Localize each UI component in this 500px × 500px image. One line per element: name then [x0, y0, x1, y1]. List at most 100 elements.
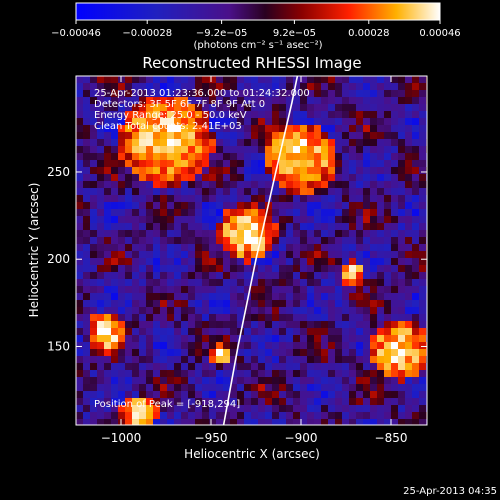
heatmap-cell — [97, 307, 104, 314]
heatmap-cell — [153, 342, 160, 349]
heatmap-cell — [300, 83, 307, 90]
heatmap-cell — [279, 209, 286, 216]
heatmap-cell — [272, 279, 279, 286]
heatmap-cell — [328, 139, 335, 146]
heatmap-cell — [349, 398, 356, 405]
heatmap-cell — [153, 286, 160, 293]
heatmap-cell — [251, 146, 258, 153]
heatmap-cell — [111, 195, 118, 202]
heatmap-cell — [195, 342, 202, 349]
heatmap-cell — [398, 286, 405, 293]
heatmap-cell — [279, 188, 286, 195]
heatmap-cell — [377, 272, 384, 279]
heatmap-cell — [265, 377, 272, 384]
heatmap-cell — [391, 293, 398, 300]
heatmap-cell — [300, 272, 307, 279]
heatmap-cell — [223, 132, 230, 139]
heatmap-cell — [167, 412, 174, 419]
heatmap-cell — [412, 153, 419, 160]
heatmap-cell — [279, 97, 286, 104]
heatmap-cell — [188, 335, 195, 342]
heatmap-cell — [167, 146, 174, 153]
heatmap-cell — [111, 307, 118, 314]
heatmap-cell — [391, 118, 398, 125]
heatmap-cell — [286, 146, 293, 153]
heatmap-cell — [307, 97, 314, 104]
heatmap-cell — [293, 237, 300, 244]
heatmap-cell — [328, 314, 335, 321]
heatmap-cell — [244, 153, 251, 160]
heatmap-cell — [125, 328, 132, 335]
heatmap-cell — [342, 118, 349, 125]
heatmap-cell — [174, 230, 181, 237]
heatmap-cell — [286, 132, 293, 139]
heatmap-cell — [419, 272, 426, 279]
heatmap-cell — [195, 251, 202, 258]
heatmap-cell — [223, 398, 230, 405]
heatmap-cell — [412, 314, 419, 321]
heatmap-cell — [216, 160, 223, 167]
heatmap-cell — [300, 76, 307, 83]
heatmap-cell — [174, 216, 181, 223]
heatmap-cell — [202, 384, 209, 391]
heatmap-cell — [195, 244, 202, 251]
heatmap-cell — [349, 223, 356, 230]
heatmap-cell — [188, 286, 195, 293]
heatmap-cell — [90, 314, 97, 321]
heatmap-cell — [202, 286, 209, 293]
heatmap-cell — [83, 258, 90, 265]
heatmap-cell — [412, 83, 419, 90]
heatmap-cell — [272, 153, 279, 160]
heatmap-cell — [132, 405, 139, 412]
heatmap-cell — [132, 293, 139, 300]
heatmap-cell — [377, 139, 384, 146]
heatmap-cell — [139, 139, 146, 146]
heatmap-cell — [321, 391, 328, 398]
heatmap-cell — [391, 244, 398, 251]
heatmap-cell — [104, 167, 111, 174]
heatmap-cell — [314, 146, 321, 153]
heatmap-cell — [174, 258, 181, 265]
heatmap-cell — [146, 377, 153, 384]
heatmap-cell — [118, 286, 125, 293]
heatmap-cell — [300, 230, 307, 237]
heatmap-cell — [391, 251, 398, 258]
heatmap-cell — [272, 125, 279, 132]
heatmap-cell — [363, 251, 370, 258]
heatmap-cell — [153, 111, 160, 118]
heatmap-cell — [244, 132, 251, 139]
heatmap-cell — [97, 111, 104, 118]
heatmap-cell — [244, 237, 251, 244]
heatmap-cell — [209, 244, 216, 251]
heatmap-cell — [167, 377, 174, 384]
heatmap-cell — [167, 174, 174, 181]
heatmap-cell — [300, 167, 307, 174]
heatmap-cell — [342, 398, 349, 405]
heatmap-cell — [195, 258, 202, 265]
heatmap-cell — [265, 405, 272, 412]
heatmap-cell — [286, 265, 293, 272]
heatmap-cell — [286, 321, 293, 328]
heatmap-cell — [90, 223, 97, 230]
heatmap-cell — [314, 230, 321, 237]
heatmap-cell — [223, 258, 230, 265]
heatmap-cell — [244, 76, 251, 83]
heatmap-cell — [160, 237, 167, 244]
heatmap-cell — [237, 132, 244, 139]
heatmap-cell — [342, 237, 349, 244]
heatmap-cell — [342, 370, 349, 377]
heatmap-cell — [181, 391, 188, 398]
heatmap-cell — [398, 132, 405, 139]
heatmap-cell — [356, 174, 363, 181]
heatmap-cell — [293, 265, 300, 272]
heatmap-cell — [251, 181, 258, 188]
heatmap-cell — [223, 167, 230, 174]
heatmap-cell — [202, 265, 209, 272]
heatmap-cell — [405, 251, 412, 258]
heatmap-cell — [321, 216, 328, 223]
heatmap-cell — [370, 223, 377, 230]
heatmap-cell — [258, 405, 265, 412]
heatmap-cell — [237, 419, 244, 425]
heatmap-cell — [216, 223, 223, 230]
heatmap-cell — [342, 363, 349, 370]
